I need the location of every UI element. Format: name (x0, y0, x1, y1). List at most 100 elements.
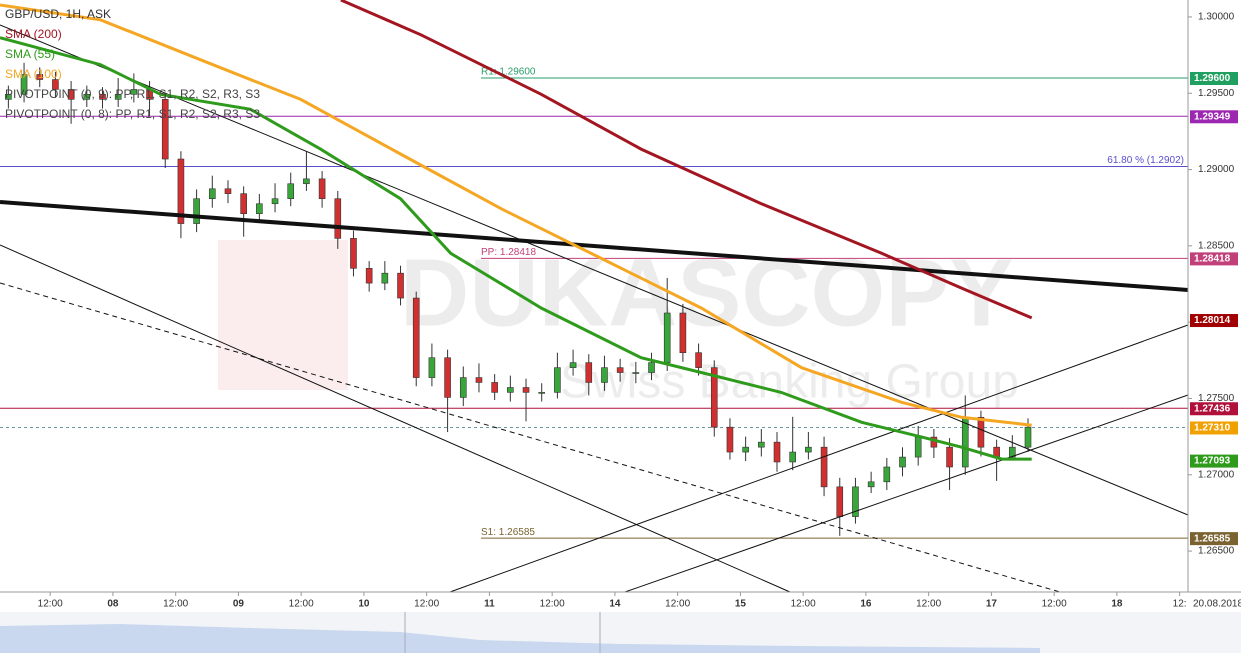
x-tick-label: 11 (484, 599, 495, 610)
candle-body (616, 367, 624, 373)
y-tick-label: 1.26500 (1198, 546, 1235, 557)
candle-body (507, 387, 514, 393)
level-caption: PP: 1.28418 (481, 247, 536, 258)
candle-body (459, 377, 467, 398)
candle-body (632, 372, 640, 374)
candle-body (256, 203, 263, 214)
candle-body (538, 392, 546, 394)
legend-entry: SMA (55) (5, 47, 55, 61)
y-tick-label: 1.30000 (1198, 12, 1235, 23)
price-tag (1190, 454, 1238, 468)
trendline (449, 324, 1189, 593)
x-tick-label: 12:00 (38, 599, 63, 610)
price-tag (1190, 314, 1238, 328)
candle-body (334, 198, 342, 239)
trendline (0, 24, 1189, 516)
y-tick-label: 1.29500 (1198, 88, 1235, 99)
candle-body (67, 89, 75, 100)
candle-body (1009, 446, 1016, 458)
x-tick-label: 12:00 (289, 599, 314, 610)
y-tick-label: 1.27500 (1198, 393, 1235, 404)
candle-body (648, 362, 655, 373)
plot-area: R1: 1.29600 61.80 % (1.2902) PP: 1.28418 S1… (0, 62, 1188, 539)
candle-body (83, 94, 91, 100)
x-tick-label: 12:00 (791, 599, 816, 610)
x-tick-label: 12:00 (665, 599, 690, 610)
trendline (0, 244, 791, 593)
candle-body (1024, 426, 1032, 448)
x-tick-label: 12:00 (163, 599, 188, 610)
candle-body (444, 357, 451, 398)
candle-body (161, 99, 169, 160)
x-tick-label: 12:00 (1042, 599, 1067, 610)
x-tick-label: 18 (1111, 599, 1123, 610)
date-label: 20.08.2018 (1193, 599, 1241, 610)
candle-body (381, 272, 389, 284)
candle-body (491, 382, 498, 393)
candle-body (52, 79, 59, 90)
x-tick-label: 12: (1173, 599, 1187, 610)
trendline (0, 200, 1189, 292)
candle-body (224, 188, 232, 194)
watermark-text: DUKASCOPY (400, 239, 1013, 346)
price-tag-label: 1.29349 (1194, 111, 1231, 122)
candle-body (914, 436, 922, 458)
candle-body (99, 94, 106, 100)
sma-line (0, 36, 1032, 461)
trendline (0, 282, 1061, 593)
candle-body (365, 268, 373, 284)
price-tag (1190, 532, 1238, 546)
x-tick-label: 16 (860, 599, 872, 610)
y-tick-label: 1.29000 (1198, 164, 1235, 175)
watermark-logo (218, 240, 348, 390)
navigator (0, 612, 1241, 653)
candle-body (428, 357, 436, 378)
x-tick-label: 09 (233, 599, 245, 610)
candle-body (20, 74, 28, 95)
candle-body (852, 486, 859, 517)
candle-body (742, 446, 749, 453)
overlay (0, 0, 1033, 461)
level-caption: 61.80 % (1.2902) (1107, 155, 1184, 166)
legend-title: GBP/USD, 1H, ASK (5, 7, 111, 21)
price-tag (1190, 421, 1238, 435)
legend-entry: PIVOTPOINT (0, 8): PP, R1, S1, R2, S2, R… (5, 107, 260, 121)
trendline (624, 394, 1189, 593)
legend-entry: SMA (200) (5, 27, 62, 41)
x-tick-label: 12:00 (916, 599, 941, 610)
y-tick-label: 1.28500 (1198, 241, 1235, 252)
legend-entry: SMA (100) (5, 67, 62, 81)
x-tick-label: 14 (609, 599, 621, 610)
candle-body (318, 178, 326, 200)
candle-body (946, 446, 953, 468)
candle-body (240, 193, 247, 214)
x-tick-label: 17 (986, 599, 998, 610)
price-tag-label: 1.29600 (1194, 73, 1231, 84)
candle-body (977, 416, 985, 448)
candle-body (522, 387, 530, 393)
candle-body (303, 178, 310, 185)
price-tag-label: 1.27310 (1194, 423, 1231, 434)
candle-body (883, 466, 891, 483)
candle-body (350, 238, 357, 269)
candle-body (208, 188, 216, 200)
level-caption: R1: 1.29600 (481, 67, 536, 78)
candle-body (5, 94, 12, 100)
candle-body (397, 272, 404, 299)
candle-body (601, 367, 608, 383)
candle-body (899, 456, 906, 468)
sma-line (0, 3, 1032, 427)
candle-body (805, 446, 812, 453)
watermark-subtext: Swiss Banking Group (560, 356, 1019, 409)
price-tag-label: 1.28014 (1194, 315, 1231, 326)
candle-body (710, 367, 718, 428)
navigator-area (0, 624, 1040, 653)
price-tag-label: 1.26585 (1194, 533, 1231, 544)
candle-body (961, 416, 969, 468)
candle-body (193, 198, 200, 224)
candle-body (679, 312, 687, 353)
candle-body (412, 297, 420, 378)
price-tag-label: 1.28418 (1194, 254, 1231, 265)
